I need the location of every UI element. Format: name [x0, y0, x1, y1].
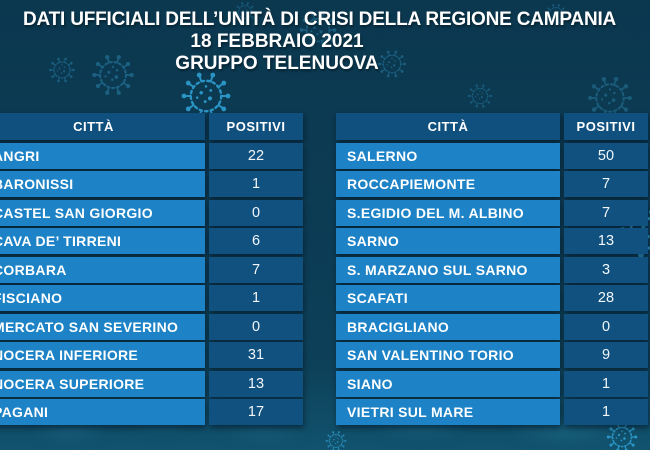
positives-cell: 31 — [209, 342, 303, 368]
city-cell: SARNO — [336, 228, 560, 254]
city-cell: BRACIGLIANO — [336, 313, 560, 340]
city-cell: CASTEL SAN GIORGIO — [0, 199, 205, 226]
positives-cell: 50 — [564, 142, 648, 169]
city-cell: SAN VALENTINO TORIO — [336, 342, 560, 368]
column-header-city: CITTÀ — [0, 113, 205, 140]
city-cell: VIETRI SUL MARE — [336, 399, 560, 425]
positives-cell: 13 — [209, 370, 303, 397]
positives-cell: 17 — [209, 399, 303, 425]
city-cell: CORBARA — [0, 256, 205, 283]
city-cell: MERCATO SAN SEVERINO — [0, 313, 205, 340]
column-header-positives: POSITIVI — [564, 113, 648, 140]
city-cell: FISCIANO — [0, 285, 205, 311]
column-header-positives: POSITIVI — [209, 113, 303, 140]
positives-cell: 0 — [209, 199, 303, 226]
table-right: CITTÀ POSITIVI SALERNO 50 ROCCAPIEMONTE … — [336, 113, 648, 425]
positives-cell: 1 — [564, 370, 648, 397]
page-title: DATI UFFICIALI DELL’UNITÀ DI CRISI DELLA… — [23, 9, 617, 30]
positives-cell: 7 — [564, 199, 648, 226]
positives-cell: 3 — [564, 256, 648, 283]
positives-cell: 0 — [209, 313, 303, 340]
city-cell: S.EGIDIO DEL M. ALBINO — [336, 199, 560, 226]
positives-cell: 7 — [209, 256, 303, 283]
positives-cell: 1 — [564, 399, 648, 425]
positives-cell: 6 — [209, 228, 303, 254]
virus-icon — [467, 83, 493, 109]
city-cell: CAVA DE’ TIRRENI — [0, 228, 205, 254]
column-header-city: CITTÀ — [336, 113, 560, 140]
city-cell: ROCCAPIEMONTE — [336, 171, 560, 197]
city-cell: S. MARZANO SUL SARNO — [336, 256, 560, 283]
positives-cell: 9 — [564, 342, 648, 368]
city-cell: BARONISSI — [0, 171, 205, 197]
city-cell: SIANO — [336, 370, 560, 397]
report-date: 18 FEBBRAIO 2021 — [190, 31, 364, 52]
positives-cell: 1 — [209, 171, 303, 197]
city-cell: PAGANI — [0, 399, 205, 425]
city-cell: SALERNO — [336, 142, 560, 169]
table-left: CITTÀ POSITIVI ANGRI 22 BARONISSI 1 CAST… — [0, 113, 303, 425]
positives-cell: 1 — [209, 285, 303, 311]
positives-cell: 22 — [209, 142, 303, 169]
positives-cell: 7 — [564, 171, 648, 197]
city-cell: ANGRI — [0, 142, 205, 169]
positives-cell: 0 — [564, 313, 648, 340]
virus-icon — [325, 430, 347, 450]
city-cell: SCAFATI — [336, 285, 560, 311]
positives-cell: 13 — [564, 228, 648, 254]
city-cell: NOCERA SUPERIORE — [0, 370, 205, 397]
source-name: GRUPPO TELENUOVA — [175, 53, 379, 74]
positives-cell: 28 — [564, 285, 648, 311]
virus-icon — [606, 421, 638, 450]
city-cell: NOCERA INFERIORE — [0, 342, 205, 368]
